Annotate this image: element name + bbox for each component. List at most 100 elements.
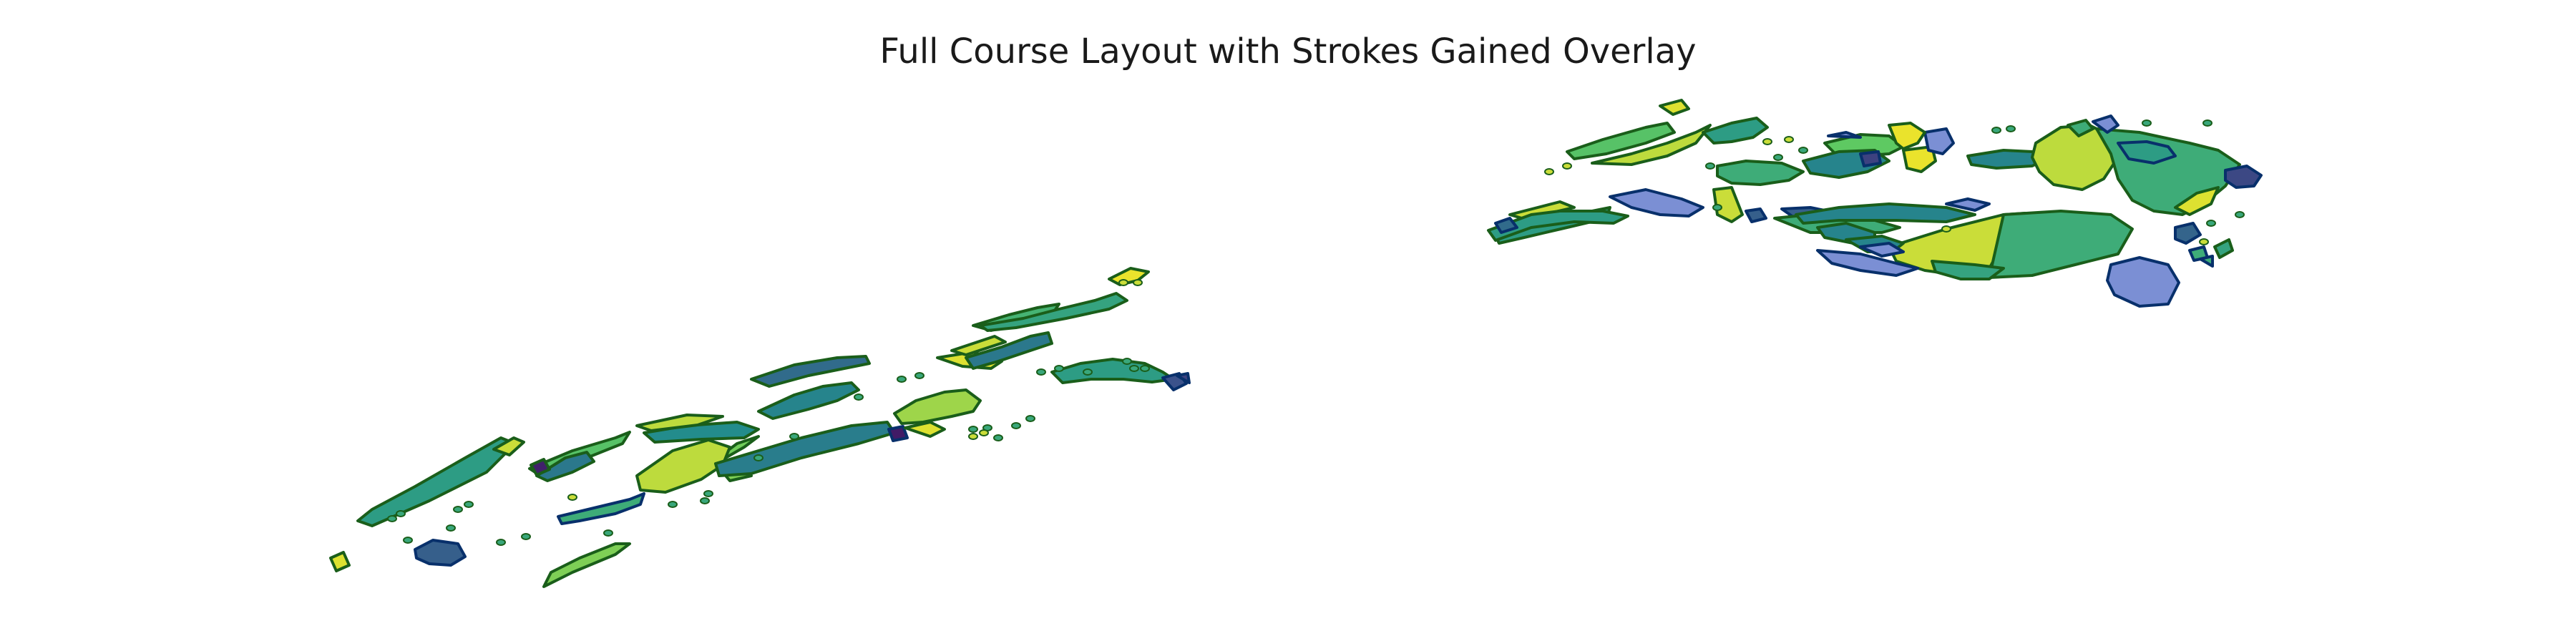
layout-left-marker-0-15 — [897, 376, 907, 383]
layout-left-marker-0-20 — [1011, 422, 1021, 429]
layout-left-marker-0-19 — [993, 434, 1003, 441]
layout-left-marker-0-9 — [668, 501, 678, 508]
layout-left-marker-0-27 — [1140, 365, 1150, 372]
layout-left-fairway-26 — [1050, 358, 1175, 384]
layout-right-marker-0-0 — [1705, 162, 1715, 170]
layout-left-marker-0-25 — [1122, 358, 1132, 365]
layout-right-marker-0-3 — [1798, 147, 1808, 154]
layout-right-marker-0-8 — [2206, 220, 2216, 227]
layout-right-marker-1-1 — [1562, 162, 1572, 170]
layout-left-fairway-17 — [893, 388, 982, 425]
layout-right-green-3 — [1494, 217, 1518, 234]
layout-left-green-1 — [414, 539, 467, 567]
layout-right-marker-0-1 — [1712, 204, 1722, 211]
layout-left-marker-0-23 — [1054, 365, 1064, 372]
layout-left-bunker-22 — [950, 335, 1007, 356]
layout-right-bunker-42 — [1659, 99, 1690, 116]
layout-right-hazard-22 — [1945, 197, 1991, 212]
layout-right-fairway-24 — [1988, 210, 2134, 279]
layout-left-marker-0-7 — [521, 533, 531, 540]
layout-right-marker-1-3 — [1784, 136, 1794, 143]
layout-left-marker-0-5 — [446, 524, 456, 532]
layout-left-fairway-19 — [750, 355, 871, 388]
layout-right-marker-0-7 — [2202, 119, 2212, 127]
layout-left-marker-0-4 — [403, 537, 413, 544]
layout-left-bunker-6 — [492, 436, 525, 456]
layout-left-marker-0-14 — [854, 393, 864, 401]
layout-right-green-33 — [2224, 165, 2263, 189]
layout-right-fairway-2 — [1487, 210, 1629, 242]
layout-right-hazard-35 — [2106, 256, 2180, 308]
layout-left-marker-0-0 — [387, 515, 397, 522]
layout-left-marker-0-13 — [789, 433, 799, 440]
layout-left-fairway-23 — [965, 331, 1053, 370]
layout-right-fairway-21 — [1795, 202, 1976, 225]
layout-left-bunker-10 — [635, 414, 724, 432]
layout-left-fairway-14 — [757, 381, 860, 420]
layout-right-fairway-8 — [1716, 160, 1805, 186]
layout-right-green-10 — [1745, 207, 1767, 223]
layout-left-tee-8 — [530, 458, 551, 476]
layout-left-tee-5 — [329, 551, 351, 572]
layout-right-marker-0-9 — [2235, 211, 2245, 218]
layout-right-hazard-25 — [1816, 249, 1919, 277]
layout-right-fairway-39 — [2213, 238, 2234, 259]
layout-left-green-28 — [1176, 372, 1191, 384]
layout-left-marker-0-26 — [1129, 365, 1139, 372]
layout-right-hazard-28 — [1859, 242, 1905, 258]
layout-left-marker-1-3 — [1118, 279, 1128, 286]
layout-right-marker-0-6 — [2142, 119, 2152, 127]
layout-right-bunker-19 — [1888, 122, 1926, 150]
layout-right-marker-1-0 — [1544, 168, 1554, 175]
layout-left-fairway-25 — [979, 292, 1128, 332]
layout-left-fairway-2 — [542, 542, 631, 588]
layout-left-marker-0-8 — [603, 529, 613, 537]
layout-right-fairway-29 — [1931, 260, 2005, 280]
layout-left-marker-1-0 — [567, 494, 577, 501]
layout-right-marker-0-4 — [1991, 127, 2001, 134]
layout-left-marker-0-21 — [1025, 415, 1035, 422]
layout-left-marker-1-2 — [979, 429, 989, 436]
layout-left-marker-1-4 — [1133, 279, 1143, 286]
layout-right-fairway-6 — [1702, 117, 1769, 145]
layout-left-marker-0-2 — [453, 506, 463, 513]
layout-right-hazard-14 — [1827, 131, 1862, 139]
layout-right-marker-0-2 — [1773, 154, 1783, 161]
layout-right-hazard-41 — [2092, 114, 2119, 134]
layout-right-green-16 — [1859, 150, 1882, 167]
layout-right-green-38 — [2199, 255, 2214, 268]
layout-left-marker-0-16 — [914, 372, 924, 379]
layout-right-fairway-4 — [1566, 122, 1676, 160]
layout-left-marker-0-11 — [703, 490, 713, 497]
layout-left-fairway-0 — [356, 436, 517, 527]
layout-left-bunker-24 — [1108, 267, 1150, 286]
layout-left-marker-1-1 — [968, 433, 978, 440]
layout-left-group — [329, 267, 1191, 588]
layout-left-marker-0-22 — [1036, 368, 1046, 376]
layout-right-marker-1-5 — [2199, 238, 2209, 245]
layout-right-group — [1487, 99, 2263, 308]
layout-right-green-32 — [2117, 140, 2177, 165]
layout-left-marker-0-10 — [700, 497, 710, 504]
layout-left-marker-0-6 — [496, 539, 506, 546]
layout-left-marker-0-17 — [968, 426, 978, 433]
layout-right-hazard-18 — [1923, 127, 1955, 155]
layout-left-fairway-18 — [904, 421, 946, 438]
layout-left-marker-0-3 — [464, 501, 474, 508]
layout-right-fairway-40 — [2067, 119, 2094, 137]
layout-right-fairway-5 — [1591, 124, 1712, 166]
layout-left-marker-0-12 — [753, 454, 763, 461]
layout-left-fairway-4 — [535, 451, 595, 482]
layout-right-marker-1-4 — [1941, 225, 1951, 233]
chart-title: Full Course Layout with Strokes Gained O… — [879, 31, 1697, 72]
layout-right-hazard-7 — [1609, 188, 1704, 217]
layout-left-marker-0-1 — [396, 510, 406, 517]
layout-right-bunker-34 — [2174, 186, 2220, 216]
layout-right-marker-1-2 — [1762, 138, 1772, 145]
layout-left-green-11 — [557, 492, 645, 525]
layout-right-marker-0-5 — [2006, 125, 2016, 132]
layout-left-marker-0-24 — [1083, 368, 1093, 376]
layout-right-green-36 — [2174, 222, 2202, 245]
layout-left-green-16 — [887, 425, 909, 442]
